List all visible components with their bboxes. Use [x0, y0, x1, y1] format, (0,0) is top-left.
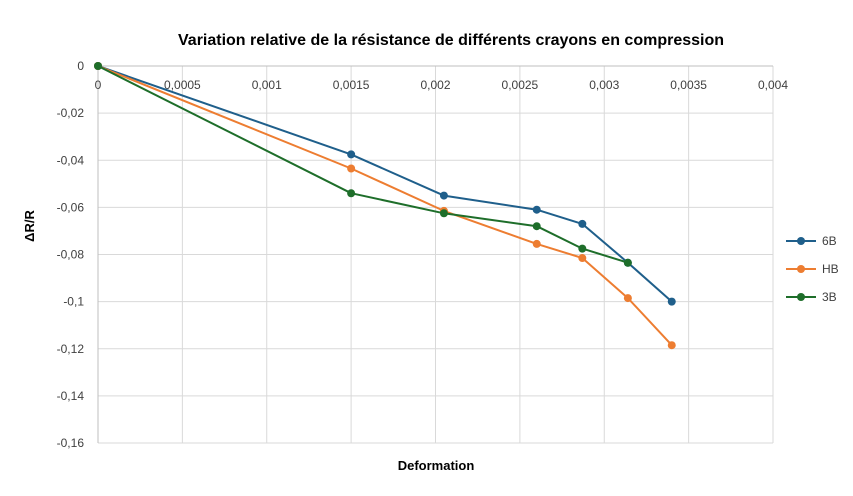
legend-label: 6B	[822, 234, 837, 248]
y-tick-label: -0,16	[57, 436, 85, 450]
y-tick-label: -0,06	[57, 200, 85, 214]
legend-label: 3B	[822, 290, 837, 304]
y-axis-title: ΔR/R	[22, 210, 37, 242]
legend-marker	[797, 237, 805, 245]
y-tick-label: 0	[77, 59, 84, 73]
legend-label: HB	[822, 262, 839, 276]
x-tick-label: 0,003	[589, 78, 619, 92]
x-tick-label: 0,002	[420, 78, 450, 92]
data-point-HB	[667, 341, 676, 350]
series-3B	[94, 62, 632, 267]
y-tick-label: -0,1	[63, 295, 84, 309]
data-point-6B	[439, 191, 448, 200]
series-HB	[94, 62, 676, 350]
y-tick-labels: 0 -0,02 -0,04 -0,06 -0,08 -0,1 -0,12 -0,14 -0,16	[57, 59, 85, 450]
data-point-HB	[623, 294, 632, 303]
y-tick-label: -0,04	[57, 153, 85, 167]
x-tick-label: 0,004	[758, 78, 788, 92]
legend-marker	[797, 293, 805, 301]
data-point-3B	[623, 258, 632, 267]
data-point-3B	[578, 244, 587, 253]
data-point-HB	[347, 164, 356, 173]
data-point-6B	[578, 219, 587, 228]
x-axis-title: Deformation	[398, 458, 475, 473]
data-point-3B	[439, 209, 448, 218]
x-tick-label: 0,0035	[670, 78, 707, 92]
x-tick-label: 0	[95, 78, 102, 92]
data-point-6B	[347, 150, 356, 159]
legend-item-HB: HB	[786, 262, 839, 276]
x-tick-label: 0,0025	[502, 78, 539, 92]
data-point-6B	[532, 205, 541, 214]
y-tick-label: -0,12	[57, 342, 85, 356]
data-point-HB	[532, 239, 541, 248]
x-tick-label: 0,0005	[164, 78, 201, 92]
chart-title: Variation relative de la résistance de d…	[178, 32, 724, 49]
series-line-3B	[97, 65, 629, 264]
data-point-3B	[347, 189, 356, 198]
legend-item-3B: 3B	[786, 290, 837, 304]
y-tick-label: -0,02	[57, 106, 85, 120]
data-point-HB	[578, 254, 587, 263]
x-tick-labels: 0 0,0005 0,001 0,0015 0,002 0,0025 0,003 0,0035…	[95, 78, 789, 92]
x-tick-label: 0,0015	[333, 78, 370, 92]
gridlines	[97, 65, 774, 444]
x-tick-label: 0,001	[252, 78, 282, 92]
legend-marker	[797, 265, 805, 273]
data-point-6B	[667, 297, 676, 306]
y-tick-label: -0,14	[57, 389, 85, 403]
legend: 6B HB 3B	[786, 234, 839, 304]
data-point-3B	[94, 62, 102, 70]
data-point-3B	[532, 222, 541, 231]
legend-item-6B: 6B	[786, 234, 837, 248]
series-group	[94, 62, 676, 350]
y-tick-label: -0,08	[57, 248, 85, 262]
